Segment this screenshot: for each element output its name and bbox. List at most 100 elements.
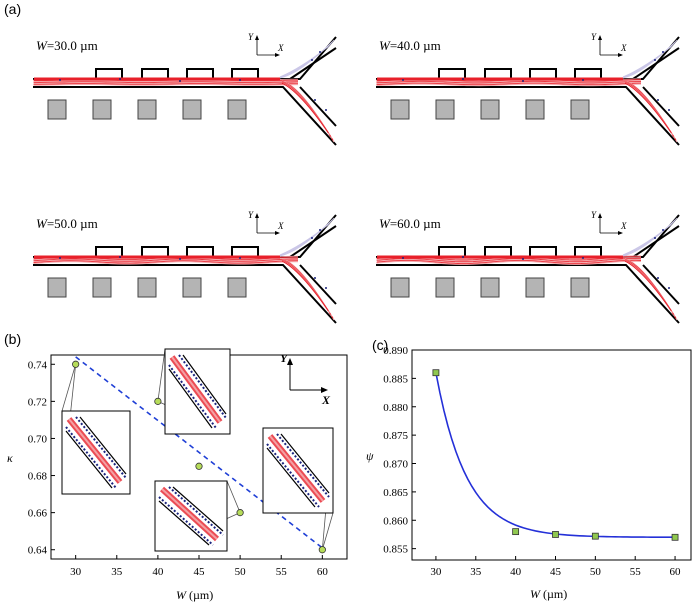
channel-top-wall	[376, 36, 680, 80]
streamline	[376, 259, 642, 265]
y-tick-label: 0.64	[28, 545, 48, 557]
y-tick-label: 0.890	[383, 345, 408, 357]
outlet-streamline	[281, 80, 334, 141]
outlet-streamline	[624, 259, 675, 315]
streamline	[33, 258, 299, 262]
x-tick-label: 50	[590, 566, 602, 578]
data-point	[236, 509, 244, 517]
channel-bottom-wall	[33, 86, 337, 146]
axis-y-letter: Y	[248, 32, 254, 42]
axes-glyph: YX	[591, 32, 627, 57]
inset-zoom	[61, 410, 131, 495]
outlet-divider	[642, 86, 680, 127]
streamline	[33, 260, 299, 264]
outlet-streamline	[624, 259, 676, 317]
streamline	[33, 83, 299, 86]
particle	[654, 59, 656, 61]
particle	[59, 79, 61, 81]
particle	[668, 287, 670, 289]
streamline	[33, 81, 299, 84]
particle	[239, 257, 241, 259]
particle	[668, 109, 670, 111]
streamline	[33, 80, 299, 83]
obstacle-block	[570, 277, 590, 298]
particle	[654, 237, 656, 239]
trend-line	[75, 356, 323, 549]
outlet-streamline	[281, 259, 333, 317]
channel-top-wall	[376, 214, 680, 258]
axes-glyph: YX	[248, 32, 284, 57]
data-point	[432, 369, 440, 377]
x-tick-label: 60	[317, 566, 329, 578]
outlet-streamline	[624, 80, 677, 141]
particle	[311, 59, 313, 61]
inset-zoom	[262, 427, 334, 514]
obstacle-block	[480, 99, 500, 120]
x-axis-label: W (µm)	[176, 588, 213, 602]
y-axis-label: κ	[7, 451, 13, 465]
obstacle-block	[435, 99, 455, 120]
channel-bottom-wall	[376, 86, 680, 146]
outlet-streamline	[281, 82, 329, 134]
sim-width-label: W=40.0 µm	[379, 38, 441, 53]
outlet-streamline	[624, 82, 673, 135]
particle	[239, 79, 241, 81]
panel-label-c: (c)	[372, 337, 388, 353]
x-tick-label: 35	[111, 566, 123, 578]
y-tick-label: 0.885	[383, 373, 408, 385]
plot-frame	[411, 349, 692, 561]
data-point	[512, 528, 520, 536]
sim-width-label: W=50.0 µm	[36, 216, 98, 231]
particle	[402, 257, 404, 259]
outlet-streamline	[624, 82, 672, 134]
panel-label-b: (b)	[4, 331, 21, 347]
particle	[402, 79, 404, 81]
y-tick-label: 0.72	[28, 396, 47, 408]
particle	[522, 80, 524, 82]
obstacle-block	[182, 99, 202, 120]
particle	[582, 257, 584, 259]
particle	[314, 99, 316, 101]
x-tick-label: 40	[152, 566, 164, 578]
data-point	[591, 532, 599, 540]
axis-x-letter: X	[277, 43, 284, 53]
kappa-chart: 30 35 40 45 50 55 60 0.64 0.66 0.68 0.70 0.72 0.74 κ…	[7, 348, 348, 602]
particle	[311, 237, 313, 239]
data-point	[154, 397, 162, 405]
obstacle-block	[227, 277, 247, 298]
x-tick-label: 35	[470, 566, 482, 578]
x-axis-label: W (µm)	[530, 587, 567, 601]
outlet-streamline	[279, 46, 329, 78]
outlet-divider	[289, 225, 337, 258]
axis-y-letter: Y	[591, 210, 597, 220]
particle	[657, 277, 659, 279]
particle	[462, 78, 464, 80]
obstacle-block	[47, 99, 67, 120]
streamline	[376, 258, 642, 264]
x-tick-label: 40	[510, 566, 522, 578]
axis-x-letter: X	[277, 221, 284, 231]
inset-connector	[226, 480, 241, 513]
obstacle-block	[92, 277, 112, 298]
outlet-streamline	[622, 46, 672, 78]
obstacle-block	[227, 99, 247, 120]
axes-glyph: YX	[591, 210, 627, 235]
data-point	[552, 531, 559, 538]
sim-panel-w50: W=50.0 µm YX	[33, 210, 337, 324]
y-axis-label: ψ	[366, 449, 374, 463]
sim-panel-w40: W=40.0 µm YX	[376, 32, 680, 146]
x-tick-label: 55	[276, 566, 288, 578]
data-point	[671, 533, 679, 541]
streamline	[33, 83, 299, 85]
particle	[59, 257, 61, 259]
obstacle-block	[137, 99, 157, 120]
streamline	[376, 79, 642, 83]
inset-zoom	[154, 480, 228, 552]
streamline	[33, 259, 299, 263]
y-tick-label: 0.74	[28, 359, 48, 371]
streamline	[376, 81, 642, 85]
y-tick-label: 0.875	[383, 430, 408, 442]
obstacle-block	[570, 99, 590, 120]
y-tick-label: 0.66	[28, 508, 48, 520]
particle	[319, 229, 321, 231]
